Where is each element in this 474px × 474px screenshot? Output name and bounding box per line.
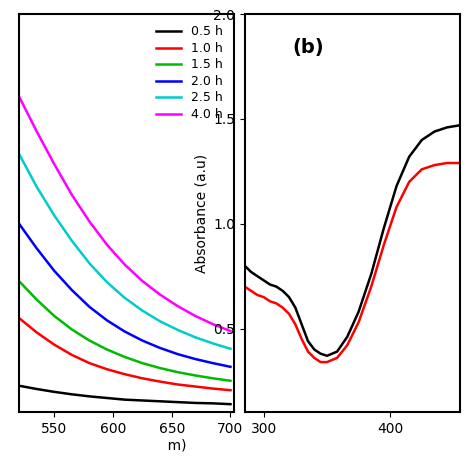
1.5 h bbox=[228, 378, 233, 383]
1.5 h bbox=[210, 375, 216, 381]
Line: 1.5 h: 1.5 h bbox=[19, 281, 230, 381]
1.5 h bbox=[16, 278, 22, 284]
2.5 h bbox=[87, 261, 92, 266]
4.0 h bbox=[122, 262, 128, 267]
1.5 h bbox=[122, 354, 128, 360]
2.5 h bbox=[139, 308, 145, 313]
1.0 h bbox=[34, 329, 39, 335]
0.5 h bbox=[192, 400, 198, 406]
1.0 h bbox=[104, 366, 110, 372]
Line: 2.5 h: 2.5 h bbox=[19, 154, 230, 349]
4.0 h bbox=[51, 161, 57, 167]
1.5 h bbox=[87, 337, 92, 343]
4.0 h bbox=[175, 303, 181, 309]
4.0 h bbox=[228, 328, 233, 334]
1.5 h bbox=[104, 347, 110, 353]
1.5 h bbox=[69, 327, 75, 332]
4.0 h bbox=[139, 278, 145, 284]
2.5 h bbox=[210, 341, 216, 346]
4.0 h bbox=[16, 93, 22, 99]
2.0 h bbox=[228, 364, 233, 370]
4.0 h bbox=[210, 321, 216, 327]
Legend: 0.5 h, 1.0 h, 1.5 h, 2.0 h, 2.5 h, 4.0 h: 0.5 h, 1.0 h, 1.5 h, 2.0 h, 2.5 h, 4.0 h bbox=[151, 20, 228, 126]
4.0 h bbox=[69, 192, 75, 198]
2.0 h bbox=[34, 246, 39, 251]
1.0 h bbox=[16, 315, 22, 321]
2.5 h bbox=[157, 319, 163, 324]
0.5 h bbox=[122, 397, 128, 402]
1.5 h bbox=[157, 365, 163, 371]
2.0 h bbox=[157, 345, 163, 351]
4.0 h bbox=[104, 242, 110, 248]
1.0 h bbox=[87, 360, 92, 366]
2.5 h bbox=[69, 238, 75, 244]
2.0 h bbox=[51, 268, 57, 273]
Line: 0.5 h: 0.5 h bbox=[19, 386, 230, 404]
1.5 h bbox=[192, 373, 198, 378]
0.5 h bbox=[87, 393, 92, 399]
0.5 h bbox=[157, 399, 163, 404]
0.5 h bbox=[51, 389, 57, 395]
1.0 h bbox=[157, 379, 163, 384]
4.0 h bbox=[157, 292, 163, 297]
2.0 h bbox=[192, 356, 198, 362]
Y-axis label: Absorbance (a.u): Absorbance (a.u) bbox=[195, 154, 209, 273]
1.0 h bbox=[51, 342, 57, 347]
2.0 h bbox=[69, 287, 75, 293]
2.5 h bbox=[51, 212, 57, 218]
2.0 h bbox=[210, 360, 216, 366]
1.0 h bbox=[139, 375, 145, 381]
1.0 h bbox=[122, 371, 128, 377]
1.5 h bbox=[34, 297, 39, 302]
Line: 1.0 h: 1.0 h bbox=[19, 318, 230, 390]
0.5 h bbox=[34, 386, 39, 392]
2.5 h bbox=[16, 151, 22, 156]
0.5 h bbox=[16, 383, 22, 389]
0.5 h bbox=[210, 401, 216, 406]
2.5 h bbox=[104, 279, 110, 285]
Line: 4.0 h: 4.0 h bbox=[19, 96, 230, 331]
1.0 h bbox=[192, 383, 198, 389]
2.0 h bbox=[104, 318, 110, 323]
2.5 h bbox=[175, 327, 181, 333]
1.5 h bbox=[51, 313, 57, 319]
X-axis label:                        m): m) bbox=[67, 439, 186, 453]
2.0 h bbox=[16, 221, 22, 227]
2.0 h bbox=[122, 328, 128, 334]
2.0 h bbox=[87, 304, 92, 310]
0.5 h bbox=[104, 395, 110, 401]
2.5 h bbox=[34, 184, 39, 190]
0.5 h bbox=[139, 398, 145, 403]
2.0 h bbox=[175, 351, 181, 357]
1.0 h bbox=[175, 382, 181, 387]
1.0 h bbox=[210, 386, 216, 392]
Text: (b): (b) bbox=[292, 38, 324, 57]
0.5 h bbox=[228, 401, 233, 407]
2.5 h bbox=[192, 335, 198, 340]
4.0 h bbox=[34, 128, 39, 134]
0.5 h bbox=[175, 399, 181, 405]
4.0 h bbox=[192, 313, 198, 319]
2.0 h bbox=[139, 337, 145, 343]
1.0 h bbox=[69, 352, 75, 358]
1.0 h bbox=[228, 387, 233, 393]
0.5 h bbox=[69, 392, 75, 397]
2.5 h bbox=[122, 295, 128, 301]
Line: 2.0 h: 2.0 h bbox=[19, 224, 230, 367]
4.0 h bbox=[87, 219, 92, 224]
1.5 h bbox=[175, 369, 181, 375]
1.5 h bbox=[139, 360, 145, 366]
2.5 h bbox=[228, 346, 233, 352]
